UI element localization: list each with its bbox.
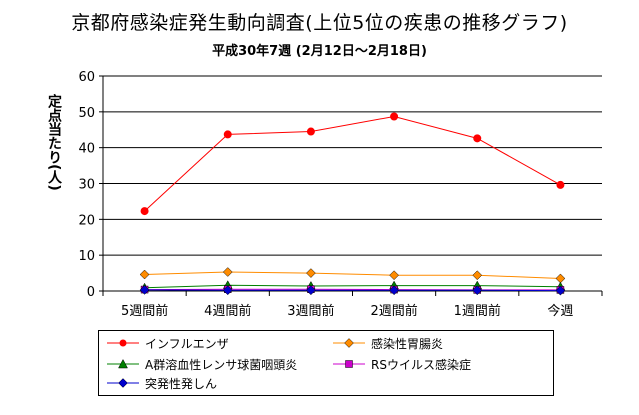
y-axis-label: 定点当たり(人) (46, 94, 62, 191)
legend-item: インフルエンザ (105, 335, 229, 351)
legend-label: A群溶血性レンサ球菌咽頭炎 (145, 357, 298, 372)
data-point (555, 285, 566, 296)
y-tick-label: 60 (78, 70, 95, 85)
legend-item: 突発性発しん (105, 375, 217, 391)
legend-swatch (107, 339, 139, 347)
legend: インフルエンザ 感染性胃腸炎 A群溶血性レンサ球菌咽頭炎 RSウイルス感染症突発性発し… (98, 330, 554, 396)
y-tick-label: 50 (78, 106, 95, 121)
data-point (222, 285, 233, 296)
y-tick-label: 0 (87, 285, 95, 300)
data-point (555, 273, 566, 284)
legend-label: 突発性発しん (145, 376, 218, 391)
x-tick-label: 4週間前 (204, 303, 251, 319)
x-tick-label: 今週 (547, 303, 573, 319)
data-point (306, 268, 316, 278)
y-tick-label: 40 (78, 142, 95, 157)
series-line (144, 289, 561, 292)
series-line (144, 271, 561, 279)
legend-swatch (333, 360, 365, 368)
data-point (389, 285, 399, 296)
x-tick-label: 2週間前 (370, 303, 417, 319)
data-point (389, 270, 399, 281)
data-point (556, 180, 565, 189)
data-point (306, 127, 315, 136)
legend-swatch (107, 358, 139, 369)
legend-item: 感染性胃腸炎 (331, 335, 443, 351)
y-tick-label: 20 (78, 213, 95, 228)
y-tick-label: 10 (78, 249, 95, 264)
chart-subtitle: 平成30年7週 (2月12日～2月18日) (212, 44, 427, 59)
x-tick-label: 3週間前 (287, 303, 334, 319)
series-line (144, 115, 561, 212)
data-point (472, 285, 483, 296)
data-point (223, 130, 232, 139)
data-point (140, 207, 149, 216)
series-line (144, 284, 561, 289)
data-point (139, 269, 150, 280)
data-point (473, 134, 482, 143)
data-point (139, 285, 150, 295)
legend-label: インフルエンザ (145, 336, 229, 351)
legend-label: RSウイルス感染症 (371, 357, 471, 372)
legend-item: A群溶血性レンサ球菌咽頭炎 (105, 356, 297, 372)
legend-item: RSウイルス感染症 (331, 356, 471, 372)
legend-swatch (107, 378, 139, 388)
data-point (390, 112, 399, 121)
legend-swatch (333, 338, 365, 348)
data-point (472, 270, 483, 281)
legend-label: 感染性胃腸炎 (371, 336, 444, 351)
x-tick-label: 5週間前 (121, 303, 168, 319)
x-tick-label: 1週間前 (454, 303, 501, 319)
plot-area: 0 10 20 30 40 50 60 5週間前 4週間前 3週間前 2週間前 1週間前 今週 (78, 70, 603, 319)
data-point (222, 267, 233, 277)
y-tick-label: 30 (78, 178, 95, 193)
chart-title: 京都府感染症発生動向調査(上位5位の疾患の推移グラフ) (71, 12, 568, 34)
data-point (306, 285, 316, 296)
